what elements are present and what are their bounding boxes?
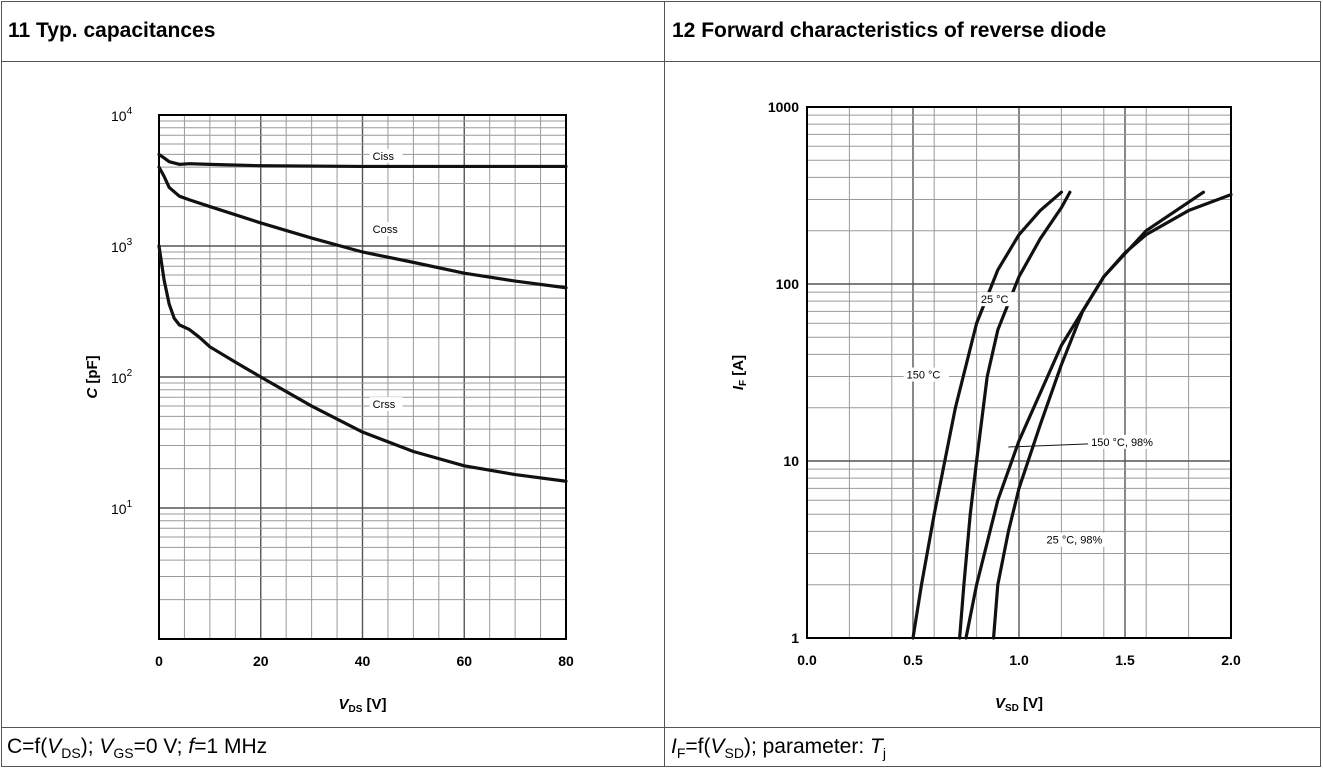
header-rule xyxy=(1,61,1321,62)
capacitance-chart: 0 20 40 60 80 101 102 103 104 VDS [V] C [pF] Ciss Co… xyxy=(84,106,574,715)
diode-series-150-c-label-bg xyxy=(903,367,949,382)
cap-series-ciss-line xyxy=(157,152,568,169)
right-panel-caption: IF=f(VSD); parameter: Tj xyxy=(671,735,886,762)
diode-series-25-c-label-bg xyxy=(977,292,1017,307)
diode-series-150-c-98-label-bg xyxy=(1088,434,1165,449)
diode-y-tick-label: 1000 xyxy=(768,99,799,115)
diode-x-tick-label: 2.0 xyxy=(1221,652,1241,668)
diode-y-tick-label: 100 xyxy=(776,276,800,292)
cap-series-coss-line xyxy=(157,165,568,290)
cap-series-coss-label: Coss xyxy=(373,224,399,236)
cap-x-tick-label: 0 xyxy=(155,653,163,669)
cap-x-tick-label: 60 xyxy=(456,653,472,669)
cap-y-tick-label: 102 xyxy=(111,368,133,386)
cap-x-tick-label: 40 xyxy=(355,653,371,669)
cap-series-ciss-label-bg xyxy=(369,148,403,163)
diode-series-150-c-98-line xyxy=(964,190,1206,640)
diode-series-25-c-98-line xyxy=(991,192,1233,640)
diode-y-tick-label: 1 xyxy=(791,630,799,646)
diode-x-tick-label: 0.5 xyxy=(903,652,923,668)
cap-x-axis-label: VDS [V] xyxy=(338,696,386,715)
footer-rule xyxy=(1,727,1321,728)
diode-series-25-c-label: 25 °C xyxy=(981,294,1009,306)
diode-x-tick-label: 1.5 xyxy=(1115,652,1135,668)
cap-y-axis-label: C [pF] xyxy=(84,355,101,398)
diode-series-150-c-label: 150 °C xyxy=(907,370,941,382)
left-panel-caption: C=f(VDS); VGS=0 V; f=1 MHz xyxy=(7,735,268,762)
diode-series-150-c-98-leader xyxy=(1008,443,1090,448)
diode-x-tick-label: 0.0 xyxy=(797,652,817,668)
cap-x-tick-label: 80 xyxy=(558,653,574,669)
cap-series-ciss-label: Ciss xyxy=(373,151,395,163)
cap-series-crss-line xyxy=(157,244,568,483)
diode-series-150-c-line xyxy=(911,190,1063,640)
diode-x-tick-label: 1.0 xyxy=(1009,652,1029,668)
cap-y-tick-label: 103 xyxy=(111,237,133,255)
right-panel-heading: 12 Forward characteristics of reverse di… xyxy=(672,19,1107,42)
cap-y-tick-label: 104 xyxy=(111,106,133,124)
cap-x-tick-label: 20 xyxy=(253,653,269,669)
cap-series-crss-label-bg xyxy=(369,397,403,412)
diode-plot-border xyxy=(806,106,1232,639)
diode-forward-chart: 0.0 0.5 1.0 1.5 2.0 1 10 100 1000 VSD [V] IF [A] 15… xyxy=(730,99,1241,714)
diode-series-25-c-98-label-bg xyxy=(1043,532,1114,547)
cap-y-tick-label: 101 xyxy=(111,499,133,517)
diode-y-axis-label: IF [A] xyxy=(730,355,749,390)
diode-y-tick-label: 10 xyxy=(783,453,799,469)
cap-series-crss-label: Crss xyxy=(373,399,396,411)
diode-x-axis-label: VSD [V] xyxy=(995,695,1043,714)
left-panel-heading: 11 Typ. capacitances xyxy=(8,19,216,42)
cap-series-coss-label-bg xyxy=(369,222,403,237)
diode-series-150-c-98-label: 150 °C, 98% xyxy=(1091,437,1153,449)
cap-plot-border xyxy=(158,114,567,640)
panel-divider xyxy=(664,1,665,767)
diode-series-25-c-98-label: 25 °C, 98% xyxy=(1047,535,1103,547)
diode-series-25-c-line xyxy=(958,190,1072,640)
